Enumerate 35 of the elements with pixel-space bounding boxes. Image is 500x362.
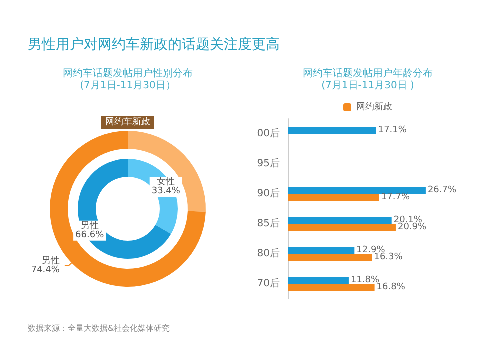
legend-label: 网约新政 <box>356 102 392 112</box>
data-label: 66.6% <box>76 230 105 240</box>
y-tick-label: 85后 <box>257 218 280 230</box>
y-tick-label: 80后 <box>257 248 280 260</box>
data-label: 74.4% <box>31 265 60 276</box>
bar <box>288 284 375 291</box>
source-note: 数据来源：全量大数据&社会化媒体研究 <box>28 323 170 334</box>
chart-subtitle: (7月1日-11月30日） <box>80 80 176 92</box>
bar <box>288 277 349 284</box>
slice-label: 男性 <box>80 220 99 232</box>
chart-title: 网约车话题发帖用户年龄分布 <box>303 68 433 80</box>
bar <box>288 254 372 261</box>
y-tick-label: 90后 <box>257 188 280 200</box>
data-label: 26.7% <box>428 186 457 196</box>
y-tick-label: 95后 <box>257 158 280 170</box>
chart-subtitle: (7月1日-11月30日 ) <box>322 80 414 92</box>
bar <box>288 127 376 134</box>
bar <box>288 247 355 254</box>
bar <box>288 187 426 194</box>
chart-title: 网约车话题发帖用户性别分布 <box>63 68 193 80</box>
slice-label: 男性 <box>42 255 60 266</box>
data-label: 16.8% <box>376 282 406 292</box>
text: 男性用户对网约车新政的话题关注度更高 <box>27 36 281 55</box>
y-tick-label: 70后 <box>257 278 280 290</box>
data-label: 16.3% <box>374 252 404 262</box>
data-label: 17.7% <box>381 192 410 202</box>
slice-label: 网约车新政 <box>106 116 150 128</box>
bar <box>288 224 396 231</box>
data-label: 17.1% <box>378 126 408 136</box>
y-tick-label: 00后 <box>257 128 280 140</box>
data-label: 20.9% <box>398 222 428 232</box>
data-label: 33.4% <box>152 186 181 197</box>
bar <box>288 194 380 201</box>
slice-label: 女性 <box>157 176 176 188</box>
bar <box>288 217 392 224</box>
